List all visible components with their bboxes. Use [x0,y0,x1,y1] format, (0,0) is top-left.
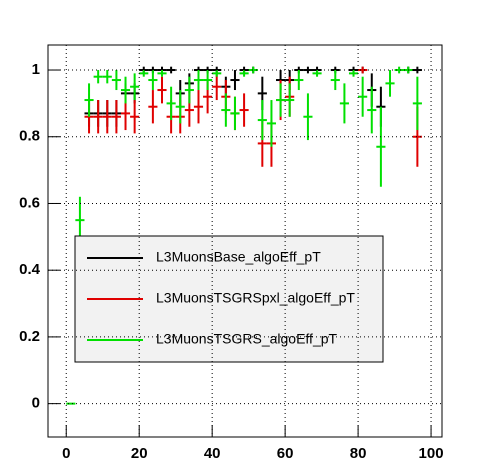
x-tick-label: 60 [277,445,294,462]
x-tick-label: 80 [350,445,367,462]
y-tick-label: 0.8 [19,128,40,145]
x-tick-label: 40 [204,445,221,462]
legend-label: L3MuonsTSGRSpxl_algoEff_pT [156,290,355,306]
x-tick-label: 100 [419,445,444,462]
x-tick-label: 0 [62,445,70,462]
x-tick-label: 20 [131,445,148,462]
legend-label: L3MuonsTSGRS_algoEff_pT [156,331,338,347]
legend-label: L3MuonsBase_algoEff_pT [156,249,321,265]
frame [47,44,443,438]
y-tick-label: 0.4 [19,261,41,278]
y-tick-label: 1 [32,61,40,78]
y-tick-label: 0 [32,395,40,412]
y-tick-label: 0.2 [19,328,40,345]
y-tick-label: 0.6 [19,194,40,211]
